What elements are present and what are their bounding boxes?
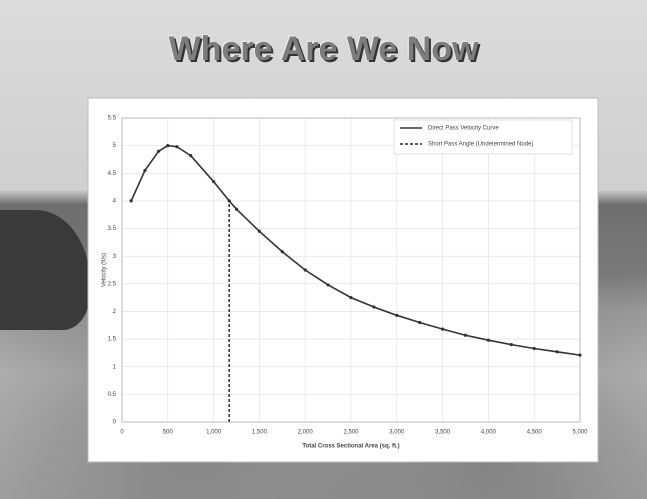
legend-label: Short Pass Angle (Undetermined Node) bbox=[428, 142, 533, 148]
data-point bbox=[189, 154, 192, 157]
y-tick-label: 4.5 bbox=[108, 171, 117, 177]
data-point bbox=[235, 208, 238, 211]
x-tick-label: 3,000 bbox=[389, 430, 405, 436]
x-tick-label: 1,000 bbox=[206, 430, 222, 436]
y-tick-label: 3.5 bbox=[108, 226, 117, 232]
x-tick-label: 5,000 bbox=[572, 430, 588, 436]
data-point bbox=[212, 180, 215, 183]
x-tick-label: 4,000 bbox=[481, 430, 497, 436]
y-tick-label: 1.5 bbox=[108, 337, 117, 343]
slide: Where Are We Now 00.511.522.533.544.555.… bbox=[0, 0, 647, 499]
data-point bbox=[578, 354, 581, 357]
data-point bbox=[418, 321, 421, 324]
data-point bbox=[372, 305, 375, 308]
data-point bbox=[143, 169, 146, 172]
data-point bbox=[349, 296, 352, 299]
x-tick-label: 4,500 bbox=[527, 430, 543, 436]
chart: 00.511.522.533.544.555.505001,0001,5002,… bbox=[0, 0, 647, 499]
data-point bbox=[304, 268, 307, 271]
y-tick-label: 0.5 bbox=[108, 392, 117, 398]
data-point bbox=[175, 145, 178, 148]
data-point bbox=[130, 199, 133, 202]
x-tick-label: 1,500 bbox=[252, 430, 268, 436]
x-tick-label: 500 bbox=[163, 430, 174, 436]
data-point bbox=[327, 283, 330, 286]
data-point bbox=[556, 350, 559, 353]
y-tick-label: 5.5 bbox=[108, 116, 117, 122]
data-point bbox=[281, 250, 284, 253]
x-tick-label: 2,000 bbox=[298, 430, 314, 436]
y-axis-label: Velocity (ft/s) bbox=[102, 253, 108, 287]
x-tick-label: 2,500 bbox=[343, 430, 359, 436]
data-point bbox=[258, 230, 261, 233]
data-point bbox=[487, 339, 490, 342]
data-point bbox=[157, 150, 160, 153]
x-tick-label: 3,500 bbox=[435, 430, 451, 436]
data-point bbox=[166, 144, 169, 147]
data-point bbox=[510, 343, 513, 346]
data-point bbox=[395, 314, 398, 317]
data-point bbox=[464, 334, 467, 337]
data-point bbox=[533, 347, 536, 350]
data-point bbox=[441, 328, 444, 331]
x-axis-label: Total Cross Sectional Area (sq. ft.) bbox=[302, 444, 399, 450]
legend-label: Direct Pass Velocity Curve bbox=[428, 126, 499, 132]
y-tick-label: 2.5 bbox=[108, 281, 117, 287]
